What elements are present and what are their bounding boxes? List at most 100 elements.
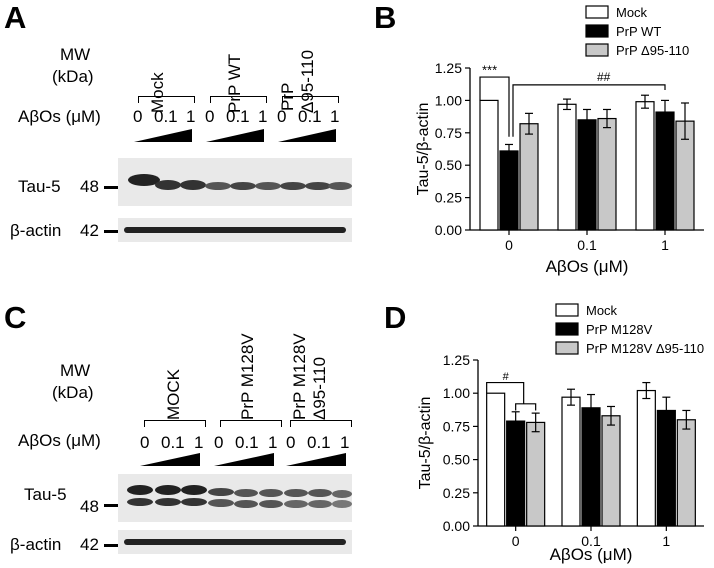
bar xyxy=(601,415,621,527)
y-tick-label: 1.00 xyxy=(435,92,462,108)
dose-label: 1 xyxy=(340,433,350,452)
band-mw-48: 48 xyxy=(80,177,99,196)
bar xyxy=(676,419,696,527)
bar xyxy=(597,117,617,231)
band-mw-42: 42 xyxy=(80,535,99,554)
significance-bracket xyxy=(515,403,537,411)
y-axis-label: Tau-5/β-actin xyxy=(417,397,434,490)
significance-label: # xyxy=(503,371,510,383)
group-label-delta: Δ95-110 xyxy=(298,49,317,113)
legend-label: PrP Δ95-110 xyxy=(616,43,689,58)
mw-tick xyxy=(104,544,118,547)
legend-label: Mock xyxy=(586,303,618,318)
y-tick-label: 0.75 xyxy=(443,418,470,434)
x-tick-label: 1 xyxy=(662,533,670,549)
x-axis-label: AβOs (μM) xyxy=(550,545,633,564)
group-bracket xyxy=(210,96,267,103)
bar xyxy=(499,150,519,231)
y-tick-label: 0.00 xyxy=(443,518,470,534)
dose-label: 1 xyxy=(268,433,278,452)
dose-wedges xyxy=(140,453,346,466)
abos-label: AβOs (μM) xyxy=(18,107,101,126)
panel-label-a: A xyxy=(4,0,27,35)
bar xyxy=(636,389,656,527)
mw-label: MW xyxy=(60,45,91,64)
dose-label: 0 xyxy=(214,433,224,452)
group-label-m128v-2: PrP M128V xyxy=(290,333,309,420)
y-tick-label: 1.25 xyxy=(443,352,470,368)
legend-label: PrP M128V xyxy=(586,322,653,337)
y-tick-label: 0.00 xyxy=(435,222,462,238)
band-label-tau5: Tau-5 xyxy=(18,177,61,196)
group-bracket xyxy=(220,420,282,427)
x-axis-label: AβOs (μM) xyxy=(546,257,629,276)
group-label-prp-wt: PrP WT xyxy=(225,53,244,113)
band-mw-42: 42 xyxy=(80,221,99,240)
dose-label: 1 xyxy=(258,107,268,126)
mw-label: MW xyxy=(60,361,91,380)
dose-label: 1 xyxy=(194,433,204,452)
significance-bracket xyxy=(486,381,525,404)
kda-label: (kDa) xyxy=(52,383,94,402)
legend-swatch xyxy=(585,24,609,38)
x-tick-label: 0.1 xyxy=(581,533,601,549)
tau5-blot xyxy=(118,474,352,522)
legend-swatch xyxy=(585,5,609,19)
mw-tick xyxy=(104,504,118,507)
bar xyxy=(655,111,675,231)
chart-d: Mock PrP M128V PrP M128V Δ95-110 0.00 0.25 0.… xyxy=(417,303,704,564)
y-tick-label: 0.50 xyxy=(435,157,462,173)
group-label-mock: MOCK xyxy=(164,369,183,420)
dose-label: 0 xyxy=(277,107,287,126)
actin-blot xyxy=(118,218,352,242)
panel-label-d: D xyxy=(384,300,407,335)
dose-label: 0 xyxy=(140,433,150,452)
dose-label: 0 xyxy=(286,433,296,452)
y-tick-label: 1.25 xyxy=(435,60,462,76)
x-tick-label: 0 xyxy=(505,237,513,253)
band-mw-48: 48 xyxy=(80,497,99,516)
bar xyxy=(635,101,655,231)
band-label-tau5: Tau-5 xyxy=(24,485,67,504)
x-tick-label: 1 xyxy=(661,237,669,253)
legend-swatch xyxy=(585,43,609,57)
x-tick-label: 0 xyxy=(512,533,520,549)
dose-label: 0.1 xyxy=(154,107,178,126)
bar xyxy=(561,396,581,527)
chart-b: Mock PrP WT PrP Δ95-110 0.00 0.25 0.50 0.75 1.0… xyxy=(415,5,704,276)
y-axis-label: Tau-5/β-actin xyxy=(415,103,432,196)
bar xyxy=(479,99,499,231)
legend-label: PrP WT xyxy=(616,24,661,39)
x-tick-label: 0.1 xyxy=(577,237,597,253)
group-bracket xyxy=(282,96,339,103)
legend-label: PrP M128V Δ95-110 xyxy=(586,341,704,356)
group-bracket xyxy=(290,420,352,427)
y-tick-label: 0.25 xyxy=(435,190,462,206)
bar xyxy=(577,119,597,231)
dose-label: 1 xyxy=(330,107,340,126)
bar xyxy=(526,421,546,527)
dose-label: 0.1 xyxy=(307,433,331,452)
y-tick-label: 0.75 xyxy=(435,125,462,141)
actin-blot xyxy=(118,530,352,554)
group-bracket xyxy=(144,420,206,427)
legend-label: Mock xyxy=(616,5,648,20)
tau5-blot xyxy=(118,158,352,206)
significance-label: *** xyxy=(482,62,497,77)
bar xyxy=(557,103,577,231)
y-tick-label: 0.25 xyxy=(443,485,470,501)
dose-label: 0.1 xyxy=(226,107,250,126)
band-label-actin: β-actin xyxy=(10,221,62,240)
dose-label: 0.1 xyxy=(235,433,259,452)
legend-swatch xyxy=(555,322,579,336)
legend-swatch xyxy=(555,303,579,317)
bar xyxy=(506,420,526,527)
group-label-m128v: PrP M128V xyxy=(238,333,257,420)
dose-label: 0 xyxy=(133,107,143,126)
band-label-actin: β-actin xyxy=(10,535,62,554)
group-bracket xyxy=(138,96,195,103)
dose-wedges xyxy=(134,129,336,142)
y-tick-label: 0.50 xyxy=(443,452,470,468)
mw-tick xyxy=(104,230,118,233)
bar xyxy=(519,123,539,231)
